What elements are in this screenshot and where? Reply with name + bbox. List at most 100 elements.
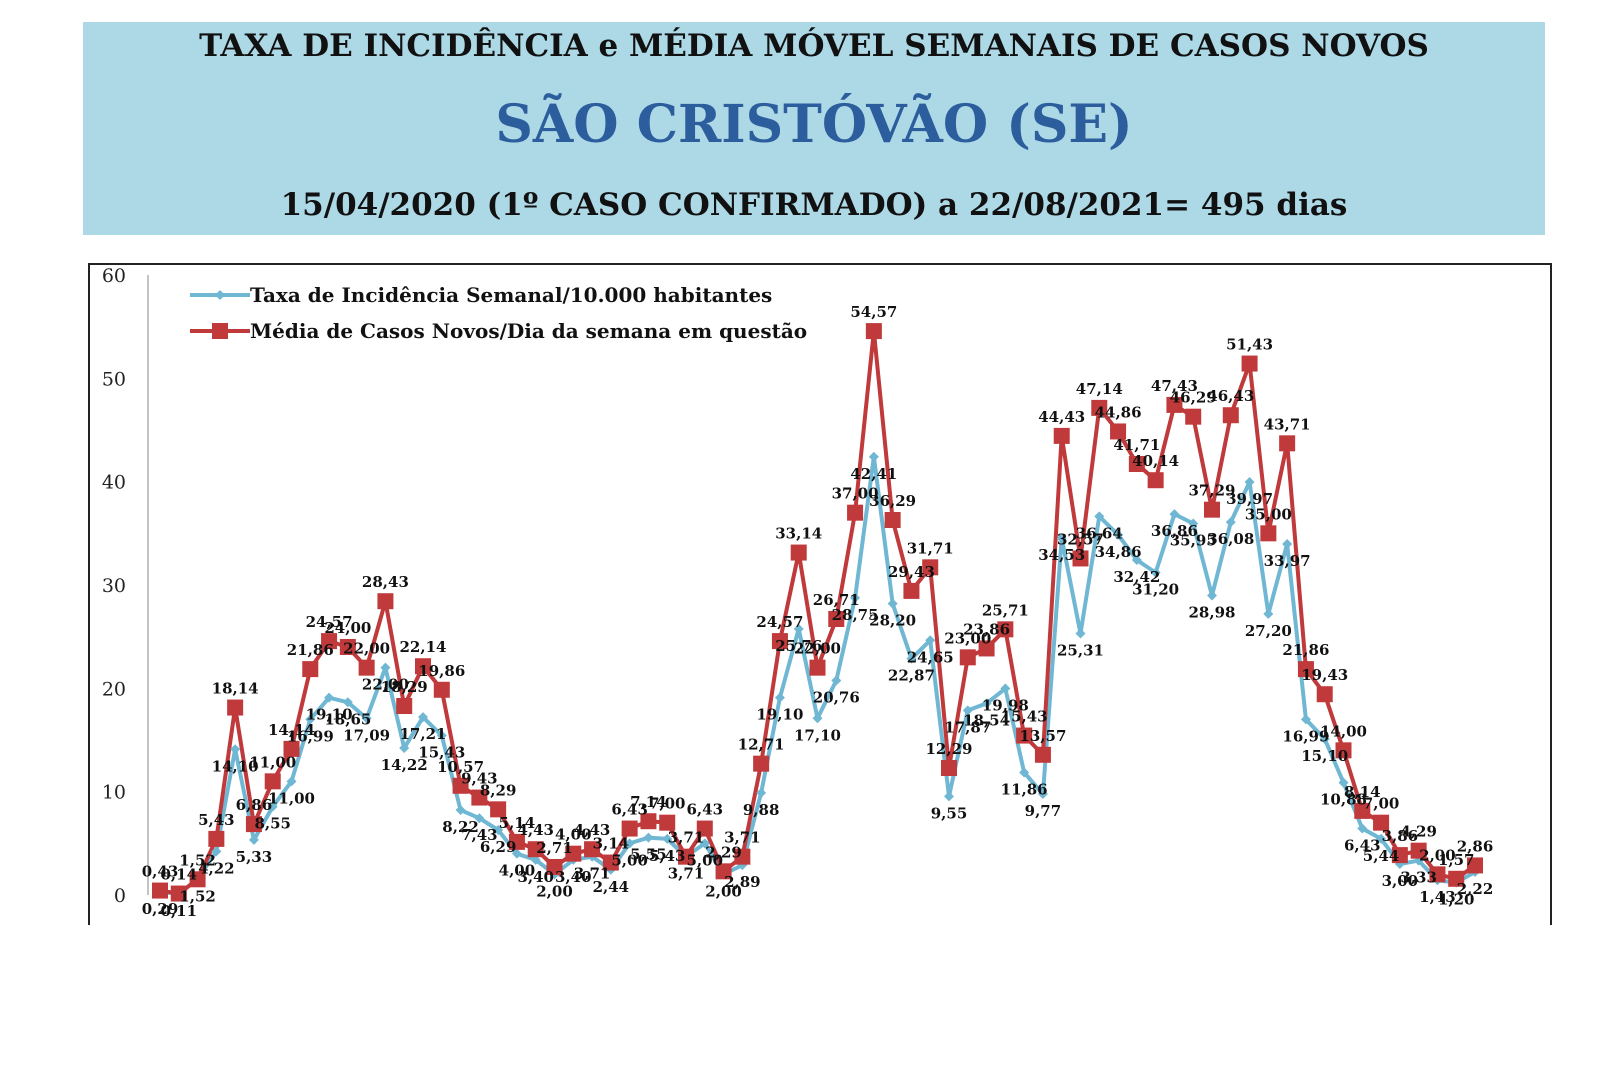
average-data-label: 37,00: [832, 485, 879, 503]
average-point: [1204, 501, 1220, 518]
incidence-data-label: 1,43: [1419, 888, 1456, 906]
average-point: [358, 659, 375, 676]
average-point: [283, 740, 300, 757]
average-point: [433, 681, 450, 698]
average-point: [377, 593, 394, 610]
incidence-data-label: 19,98: [982, 697, 1029, 715]
incidence-point: [305, 714, 316, 725]
average-point: [790, 544, 807, 561]
incidence-point: [1357, 823, 1368, 834]
average-data-label: 23,86: [963, 620, 1010, 638]
incidence-data-label: 34,86: [1095, 543, 1142, 561]
incidence-data-label: 28,98: [1189, 604, 1236, 622]
incidence-data-label: 35,95: [1170, 532, 1217, 550]
incidence-point: [248, 834, 259, 845]
incidence-data-label: 31,20: [1132, 581, 1179, 599]
incidence-data-label: 18,65: [324, 710, 371, 728]
average-data-label: 2,86: [1457, 837, 1494, 855]
incidence-point: [1019, 767, 1030, 778]
average-data-label: 46,43: [1207, 387, 1254, 405]
incidence-data-label: 19,10: [756, 706, 803, 724]
incidence-data-label: 36,08: [1207, 530, 1254, 548]
incidence-point: [418, 712, 428, 723]
average-point: [527, 841, 544, 858]
incidence-data-label: 5,00: [611, 851, 648, 869]
average-data-label: 33,14: [775, 525, 822, 543]
average-point: [1091, 399, 1108, 416]
average-point: [264, 773, 281, 790]
incidence-point: [436, 730, 447, 741]
average-data-label: 7,00: [649, 795, 686, 813]
incidence-point: [812, 713, 823, 724]
average-point: [546, 858, 563, 875]
incidence-data-label: 32,42: [1113, 568, 1160, 586]
average-data-label: 3,14: [593, 835, 630, 853]
average-data-label: 24,00: [324, 619, 371, 637]
average-point: [471, 789, 488, 806]
average-data-label: 35,00: [1245, 505, 1292, 523]
average-point: [941, 760, 957, 777]
average-point: [696, 820, 713, 837]
incidence-data-label: 17,87: [944, 718, 991, 736]
average-point: [903, 582, 920, 599]
average-point: [1429, 866, 1446, 883]
average-point: [1185, 408, 1202, 425]
incidence-point: [887, 598, 898, 609]
average-data-label: 43,71: [1264, 415, 1311, 433]
average-point: [1072, 550, 1089, 567]
incidence-data-label: 9,77: [1025, 802, 1062, 820]
incidence-data-label: 11,00: [268, 789, 315, 807]
incidence-data-label: 17,09: [343, 726, 390, 744]
average-point: [1128, 455, 1145, 472]
average-data-label: 28,43: [362, 573, 409, 591]
y-tick-label: 0: [114, 885, 126, 907]
incidence-data-label: 2,89: [724, 873, 761, 891]
incidence-data-label: 39,97: [1226, 490, 1273, 508]
average-point: [828, 610, 845, 627]
average-point: [659, 814, 676, 831]
average-data-label: 15,43: [1001, 708, 1048, 726]
y-tick-label: 20: [102, 678, 126, 700]
average-point: [321, 633, 338, 650]
average-point: [640, 813, 657, 830]
incidence-data-label: 0,29: [142, 900, 179, 918]
average-point: [884, 512, 901, 529]
average-point: [508, 833, 525, 850]
incidence-point: [1000, 683, 1011, 694]
period-subtitle: 15/04/2020 (1º CASO CONFIRMADO) a 22/08/…: [280, 187, 1348, 223]
average-data-label: 21,86: [287, 641, 334, 659]
incidence-point: [1376, 833, 1387, 844]
average-point: [1316, 686, 1333, 703]
incidence-data-label: 19,10: [306, 706, 353, 724]
average-point: [490, 801, 507, 818]
incidence-point: [1338, 777, 1349, 788]
average-data-label: 12,71: [738, 736, 785, 754]
incidence-data-label: 3,40: [555, 868, 592, 886]
incidence-data-label: 3,71: [574, 865, 611, 883]
average-data-label: 32,57: [1057, 530, 1104, 548]
legend-label-2: Média de Casos Novos/Dia da semana em qu…: [250, 319, 807, 343]
legend-marker-square: [212, 323, 228, 339]
incidence-point: [530, 854, 541, 865]
average-point: [1297, 661, 1314, 678]
average-point: [809, 659, 826, 676]
incidence-data-label: 14,10: [212, 757, 259, 775]
incidence-point: [324, 692, 335, 703]
average-data-label: 36,29: [869, 492, 916, 510]
incidence-data-label: 22,87: [888, 667, 935, 685]
average-point: [1147, 472, 1164, 489]
average-data-label: 51,43: [1226, 336, 1273, 354]
incidence-point: [399, 743, 410, 754]
incidence-data-label: 11,86: [1001, 780, 1048, 798]
incidence-data-label: 22,00: [362, 676, 409, 694]
incidence-point: [1207, 590, 1217, 601]
average-point: [1391, 847, 1408, 864]
average-data-label: 7,14: [630, 793, 667, 811]
y-tick-label: 40: [102, 472, 126, 494]
average-point: [245, 816, 262, 833]
incidence-point: [925, 635, 936, 646]
incidence-point: [474, 813, 485, 824]
average-data-label: 37,29: [1189, 482, 1236, 500]
average-data-label: 2,71: [536, 839, 573, 857]
average-point: [978, 640, 995, 657]
